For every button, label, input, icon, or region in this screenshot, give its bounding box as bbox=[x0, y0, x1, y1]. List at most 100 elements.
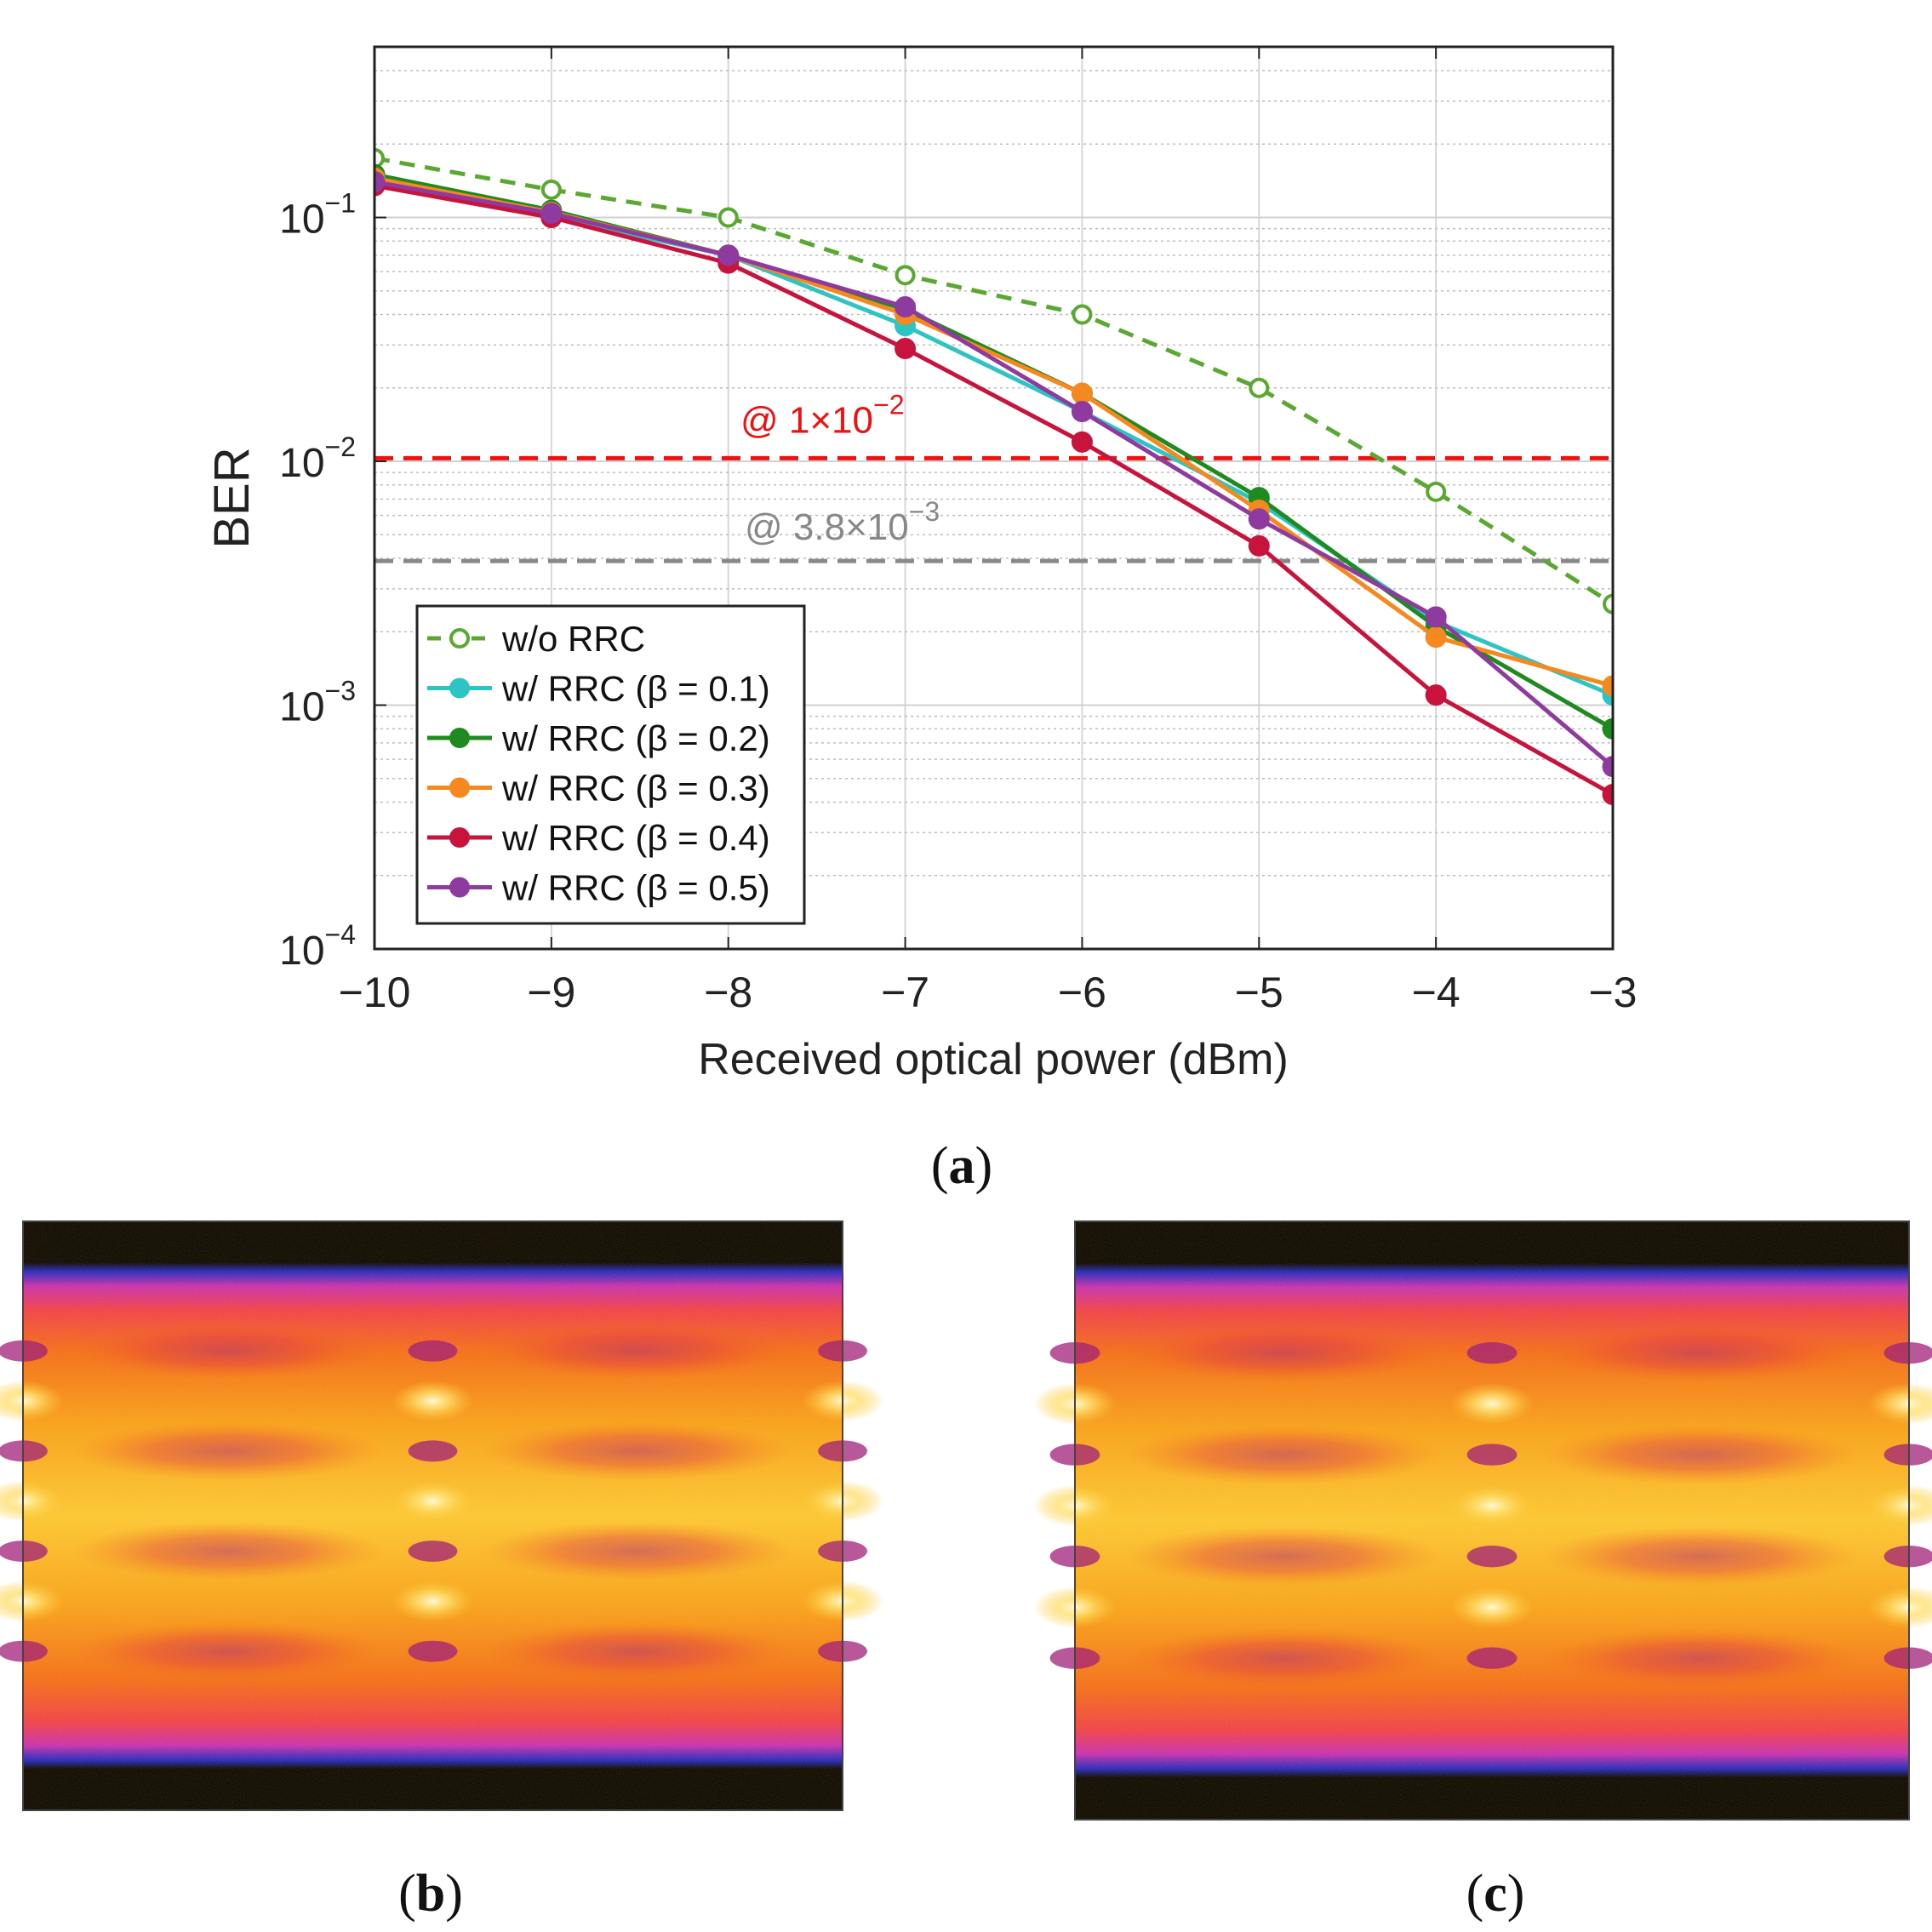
legend-label: w/ RRC (β = 0.3) bbox=[501, 769, 770, 809]
eye-level-dot bbox=[1883, 1647, 1932, 1669]
eye-opening bbox=[71, 1521, 384, 1581]
eye-opening bbox=[1124, 1628, 1443, 1689]
data-point bbox=[1426, 481, 1447, 502]
eye-level-dot bbox=[1466, 1546, 1518, 1568]
data-point bbox=[1071, 431, 1093, 453]
eye-crossing bbox=[392, 1580, 474, 1622]
series-line bbox=[374, 156, 1613, 606]
data-point bbox=[1603, 593, 1613, 614]
data-point bbox=[717, 207, 739, 228]
eye-opening bbox=[71, 1421, 384, 1481]
x-tick-label: −8 bbox=[704, 969, 752, 1016]
eye-level-dot bbox=[1466, 1443, 1518, 1466]
eye-opening bbox=[482, 1321, 794, 1380]
legend-swatch-marker bbox=[449, 728, 470, 748]
eye-crossing bbox=[1867, 1382, 1932, 1426]
eye-opening bbox=[482, 1621, 794, 1681]
threshold-label: @ 1×10−2 bbox=[740, 389, 904, 441]
eye-opening bbox=[1124, 1526, 1443, 1586]
data-point bbox=[895, 338, 917, 360]
legend-label: w/ RRC (β = 0.1) bbox=[501, 669, 770, 709]
data-point bbox=[1071, 401, 1093, 423]
data-point bbox=[895, 296, 917, 318]
eye-crossing bbox=[1450, 1586, 1534, 1629]
data-point bbox=[1248, 508, 1270, 530]
eye-opening bbox=[71, 1621, 384, 1681]
plot-frame bbox=[373, 45, 1615, 951]
legend-swatch-marker bbox=[449, 677, 470, 699]
x-tick-label: −10 bbox=[339, 969, 411, 1016]
eye-opening bbox=[482, 1421, 794, 1481]
eye-opening bbox=[1124, 1425, 1443, 1485]
legend-label: w/ RRC (β = 0.5) bbox=[501, 868, 770, 908]
threshold-lines: @ 1×10−2 @ 3.8×10−3 bbox=[374, 389, 1613, 563]
eye-opening bbox=[71, 1321, 384, 1380]
data-point bbox=[374, 147, 385, 169]
caption-b: (b) bbox=[398, 1865, 463, 1923]
data-point bbox=[1602, 784, 1613, 806]
eye-level-dot bbox=[1883, 1546, 1932, 1568]
eye-opening bbox=[1541, 1425, 1860, 1485]
legend-label: w/ RRC (β = 0.4) bbox=[501, 818, 770, 858]
eye-level-dot bbox=[1466, 1342, 1518, 1364]
eye-crossing bbox=[1867, 1484, 1932, 1527]
data-point bbox=[1425, 684, 1447, 706]
eye-level-dot bbox=[408, 1540, 458, 1562]
legend-label: w/o RRC bbox=[501, 619, 645, 659]
chart-grid bbox=[374, 46, 1614, 950]
data-series bbox=[374, 147, 1613, 806]
eye-opening bbox=[1541, 1628, 1860, 1689]
data-point bbox=[1602, 675, 1613, 697]
eye-crossing bbox=[0, 1580, 65, 1622]
eye-crossing bbox=[1450, 1382, 1534, 1426]
data-point bbox=[540, 179, 562, 200]
x-tick-label: −3 bbox=[1588, 969, 1637, 1016]
eye-opening bbox=[1541, 1323, 1860, 1383]
eye-crossing bbox=[1450, 1484, 1534, 1527]
x-tick-label: −9 bbox=[527, 969, 575, 1016]
data-point bbox=[1602, 717, 1613, 740]
x-tick-label: −6 bbox=[1058, 969, 1106, 1016]
y-axis-label: BER bbox=[204, 447, 260, 548]
data-point bbox=[1602, 756, 1613, 778]
eye-opening bbox=[1124, 1323, 1443, 1383]
eye-opening bbox=[1541, 1526, 1860, 1586]
eye-crossing bbox=[1867, 1586, 1932, 1629]
data-point bbox=[895, 265, 916, 286]
y-tick-label: 10−1 bbox=[279, 188, 356, 243]
eye-level-dot bbox=[408, 1640, 458, 1662]
x-axis-label: Received optical power (dBm) bbox=[698, 1035, 1289, 1084]
legend-swatch-marker bbox=[449, 777, 470, 798]
data-point bbox=[1249, 377, 1270, 398]
legend-box bbox=[415, 604, 806, 925]
x-tick-label: −5 bbox=[1235, 969, 1283, 1016]
eye-crossing bbox=[392, 1480, 474, 1522]
threshold-label: @ 3.8×10−3 bbox=[745, 496, 940, 548]
data-point bbox=[717, 244, 740, 266]
data-point bbox=[1071, 382, 1093, 404]
x-axis-ticks: −10 −9 −8 −7 −6 −5 −4 −3 bbox=[339, 47, 1638, 1016]
data-point bbox=[540, 203, 563, 225]
y-tick-label: 10−4 bbox=[279, 919, 356, 974]
legend-swatch-marker bbox=[449, 628, 470, 649]
eye-level-dot bbox=[1883, 1342, 1932, 1364]
data-point bbox=[1248, 534, 1270, 557]
eye-level-dot bbox=[408, 1440, 458, 1462]
caption-a: (a) bbox=[931, 1137, 992, 1195]
eye-crossing bbox=[392, 1380, 474, 1422]
caption-c: (c) bbox=[1466, 1865, 1525, 1923]
eye-level-dot bbox=[1466, 1647, 1518, 1669]
eye-opening bbox=[482, 1521, 794, 1581]
eye-level-dot bbox=[408, 1340, 458, 1362]
eye-crossing bbox=[0, 1380, 65, 1422]
eye-level-dot bbox=[1883, 1443, 1932, 1466]
series-line bbox=[374, 180, 1613, 769]
x-tick-label: −7 bbox=[881, 969, 929, 1016]
eye-diagram-b bbox=[0, 1220, 884, 1811]
data-point bbox=[374, 171, 386, 193]
eye-diagram-c bbox=[1033, 1220, 1932, 1821]
data-point bbox=[1425, 606, 1447, 628]
legend-swatch-marker bbox=[449, 877, 470, 898]
data-point bbox=[1425, 626, 1447, 649]
